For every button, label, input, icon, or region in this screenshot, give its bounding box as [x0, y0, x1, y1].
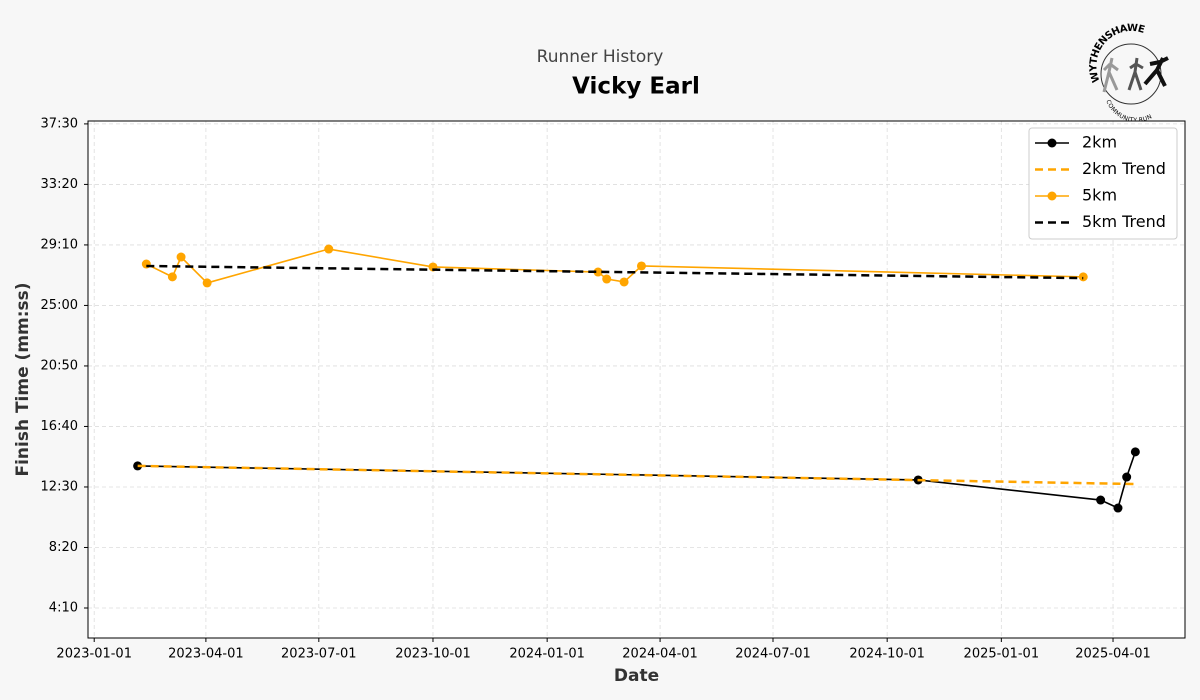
- series-line: [137, 464, 1136, 486]
- legend-marker: [1047, 191, 1057, 201]
- data-point: [202, 278, 212, 288]
- x-tick-label: 2025-04-01: [1075, 647, 1151, 662]
- x-tick-label: 2024-07-01: [735, 647, 811, 662]
- logo-runner: [1102, 57, 1119, 93]
- x-tick-label: 2024-10-01: [849, 647, 925, 662]
- x-axis-label: Date: [614, 666, 659, 686]
- plot-frame: [87, 120, 1186, 639]
- y-tick-label: 37:30: [41, 116, 78, 131]
- series-line: [146, 264, 1084, 280]
- logo-runner: [1143, 56, 1169, 87]
- y-tick-label: 20:50: [41, 358, 78, 373]
- data-point: [176, 252, 186, 262]
- data-point: [324, 244, 334, 254]
- legend-box: [1028, 127, 1178, 240]
- data-point: [593, 267, 603, 277]
- data-point: [1113, 503, 1123, 513]
- legend-label: 2km Trend: [1082, 159, 1166, 178]
- data-point: [602, 274, 612, 284]
- data-point: [167, 272, 177, 282]
- x-tick-label: 2024-04-01: [622, 647, 698, 662]
- y-tick-label: 16:40: [41, 419, 78, 434]
- chart-subtitle: Runner History: [537, 47, 664, 67]
- x-tick-label: 2023-04-01: [168, 647, 244, 662]
- data-point: [619, 277, 629, 287]
- y-tick-label: 12:30: [41, 479, 78, 494]
- y-tick-label: 29:10: [41, 237, 78, 252]
- data-point: [636, 261, 646, 271]
- data-point: [1122, 472, 1132, 482]
- x-tick-label: 2024-01-01: [509, 647, 585, 662]
- y-tick-label: 33:20: [41, 177, 78, 192]
- chart-title: Vicky Earl: [572, 74, 700, 100]
- legend-label: 2km: [1082, 133, 1117, 152]
- legend-label: 5km: [1082, 186, 1117, 205]
- legend: 2km 2km Trend 5km 5km Trend: [1028, 127, 1178, 240]
- y-axis-label: Finish Time (mm:ss): [13, 282, 33, 476]
- x-tick-label: 2025-01-01: [964, 647, 1040, 662]
- plot-area: [88, 121, 1185, 638]
- x-tick-label: 2023-07-01: [281, 647, 357, 662]
- data-point: [1130, 447, 1140, 457]
- y-tick-label: 8:20: [49, 540, 78, 555]
- x-tick-label: 2023-01-01: [56, 647, 132, 662]
- logo-runner: [1127, 57, 1144, 91]
- y-tick-label: 4:10: [49, 600, 78, 615]
- legend-marker: [1047, 138, 1057, 148]
- legend-label: 5km Trend: [1082, 212, 1166, 231]
- x-tick-label: 2023-10-01: [395, 647, 471, 662]
- data-point: [1096, 495, 1106, 505]
- y-tick-label: 25:00: [41, 298, 78, 313]
